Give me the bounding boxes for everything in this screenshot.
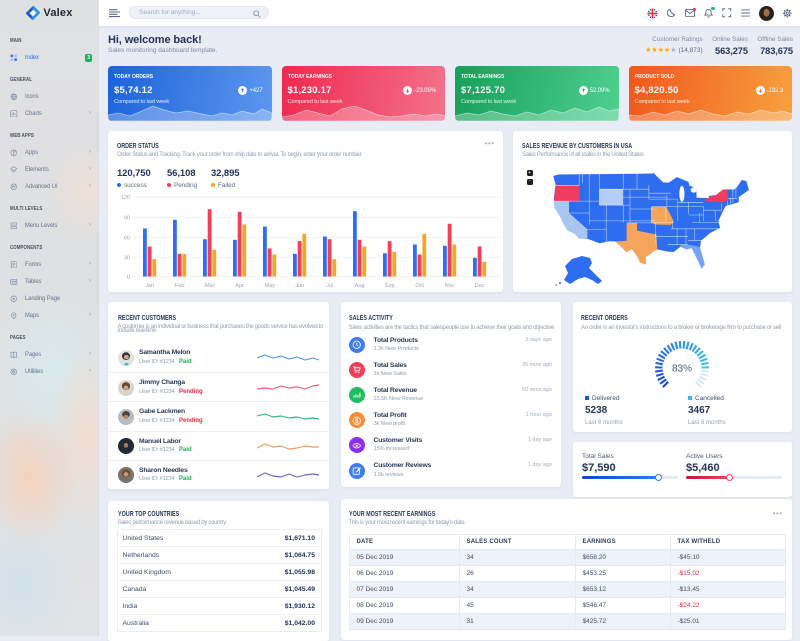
svg-text:Apr: Apr xyxy=(235,283,244,289)
svg-text:Mar: Mar xyxy=(205,283,215,289)
svg-text:83%: 83% xyxy=(672,364,692,375)
svg-text:Jul: Jul xyxy=(326,283,333,289)
svg-text:60: 60 xyxy=(124,235,130,241)
svg-text:Jan: Jan xyxy=(145,283,154,289)
svg-text:120: 120 xyxy=(121,195,130,201)
svg-text:May: May xyxy=(265,283,276,289)
svg-text:90: 90 xyxy=(124,215,130,221)
svg-text:Aug: Aug xyxy=(355,283,365,289)
svg-text:Feb: Feb xyxy=(175,283,184,289)
svg-text:0: 0 xyxy=(127,274,130,280)
svg-text:Oct: Oct xyxy=(415,283,424,289)
svg-text:Dec: Dec xyxy=(475,283,485,289)
svg-text:Jun: Jun xyxy=(295,283,304,289)
svg-text:Sep: Sep xyxy=(385,283,395,289)
svg-text:30: 30 xyxy=(124,255,130,261)
svg-text:Nov: Nov xyxy=(445,283,455,289)
